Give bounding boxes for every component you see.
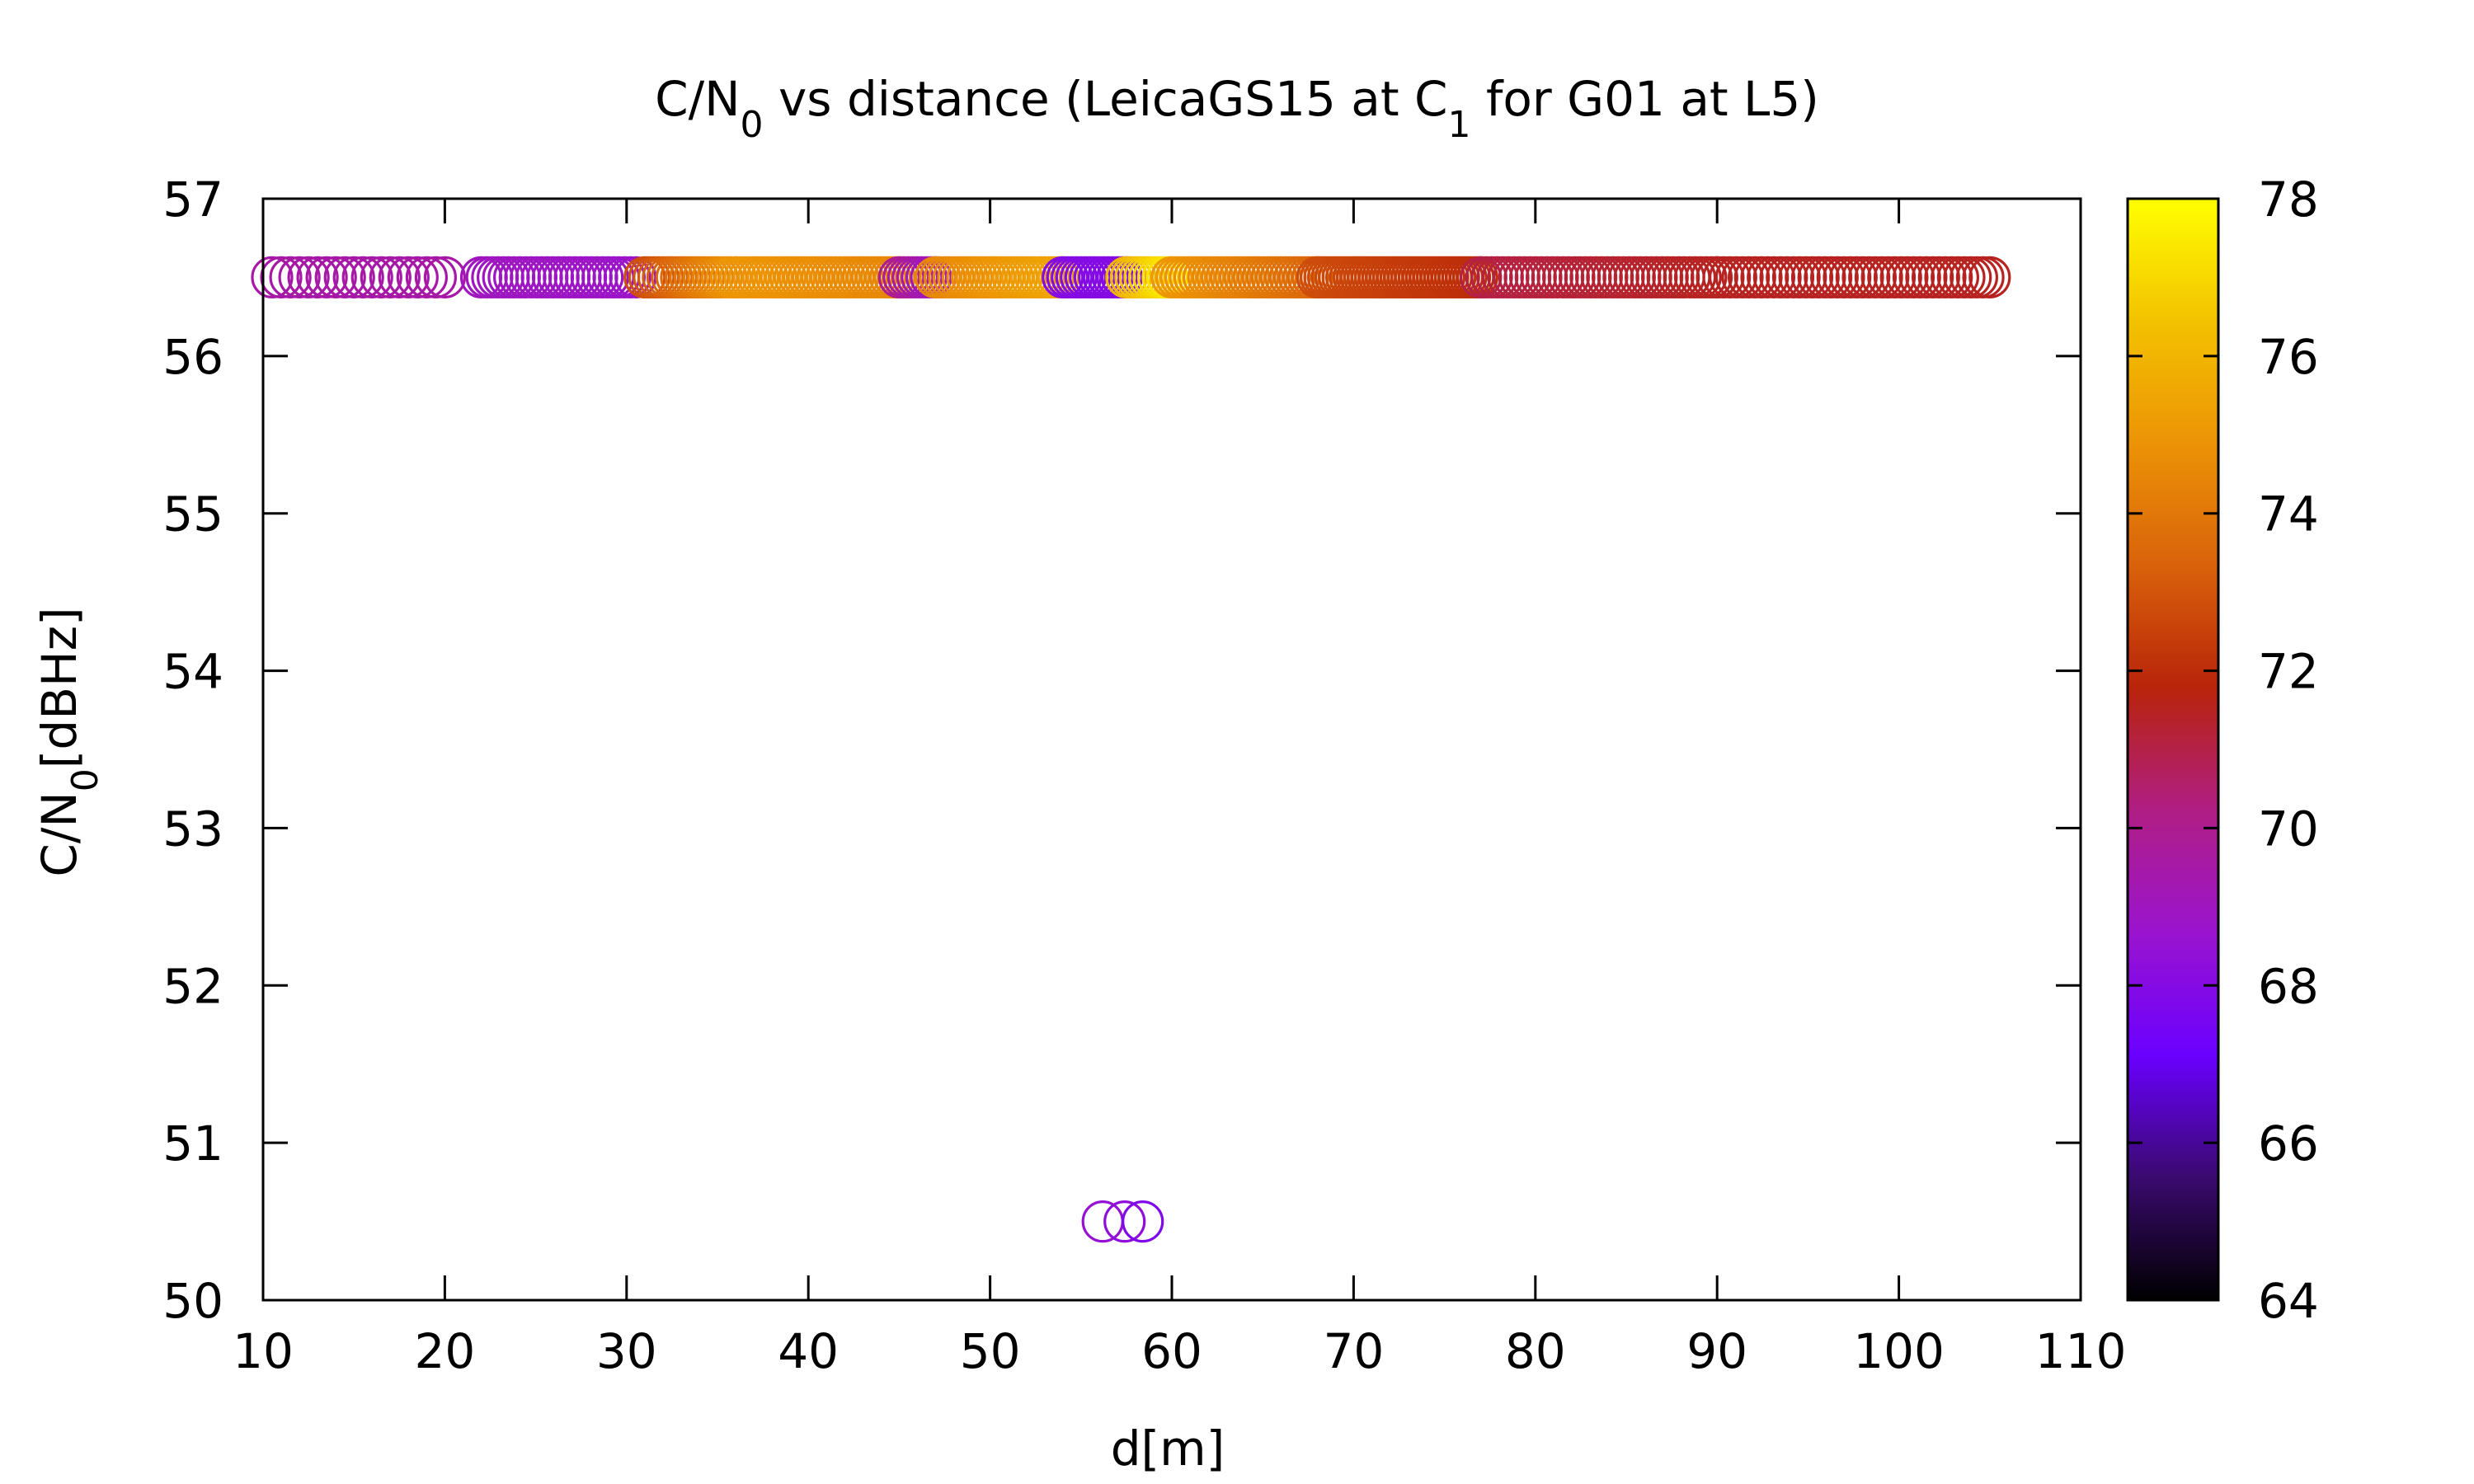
data-point: [396, 256, 439, 298]
x-tick-label: 60: [1141, 1323, 1202, 1379]
plot-frame: [261, 197, 2082, 1302]
data-point: [1968, 256, 2011, 298]
x-tick-label: 110: [2035, 1323, 2127, 1379]
colorbar-tick-label: 78: [2258, 171, 2319, 228]
y-tick-label: 52: [162, 958, 223, 1014]
colorbar-tick-label: 70: [2258, 801, 2319, 857]
y-tick-label: 51: [162, 1115, 223, 1172]
colorbar-tick-label: 68: [2258, 958, 2319, 1014]
data-point: [305, 256, 348, 298]
x-tick-label: 10: [233, 1323, 294, 1379]
y-tick-label: 54: [162, 644, 223, 700]
x-tick-label: 40: [778, 1323, 839, 1379]
x-tick-label: 50: [960, 1323, 1021, 1379]
data-point: [1122, 1200, 1164, 1243]
chart-title: C/N0 vs distance (LeicaGS15 at C1 for G0…: [655, 71, 1819, 146]
data-point: [378, 256, 421, 298]
x-tick-label: 90: [1686, 1323, 1747, 1379]
data-point: [387, 256, 430, 298]
y-tick-label: 53: [162, 801, 223, 857]
colorbar-tick-label: 74: [2258, 486, 2319, 542]
y-axis-label: C/N0[dBHz]: [31, 607, 106, 876]
y-tick-label: 55: [162, 486, 223, 542]
data-point: [251, 256, 294, 298]
title-subscript: 1: [1448, 104, 1471, 146]
colorbar-gradient: [2126, 197, 2220, 1302]
data-point: [323, 256, 366, 298]
y-tick-label: 50: [162, 1273, 223, 1329]
data-point: [405, 256, 449, 298]
x-tick-label: 80: [1505, 1323, 1566, 1379]
colorbar-tick-label: 64: [2258, 1273, 2319, 1329]
data-point: [341, 256, 384, 298]
colorbar-tick-label: 66: [2258, 1115, 2319, 1172]
title-subscript: 0: [741, 104, 764, 146]
data-point: [369, 256, 412, 298]
data-markers: [251, 256, 2011, 1243]
data-point: [414, 256, 458, 298]
x-tick-label: 30: [596, 1323, 657, 1379]
data-point: [1103, 1200, 1146, 1243]
data-point: [350, 256, 393, 298]
y-label-subscript: 0: [64, 768, 106, 791]
data-point: [332, 256, 375, 298]
x-tick-label: 100: [1853, 1323, 1945, 1379]
data-point: [260, 256, 303, 298]
x-tick-label: 20: [414, 1323, 475, 1379]
colorbar: 64 66 68 70 72 74 76 78: [2126, 171, 2319, 1329]
data-point: [360, 256, 402, 298]
data-point: [296, 256, 339, 298]
data-point: [614, 256, 657, 298]
colorbar-tick-label: 76: [2258, 329, 2319, 385]
x-axis-label: d[m]: [1111, 1421, 1225, 1477]
data-point: [314, 256, 357, 298]
data-point: [287, 256, 330, 298]
plot-axes: 10 20 30 40 50 60 70 80 90 100 110 50 51 52 53 54 55 56 57: [162, 171, 2126, 1379]
data-point: [278, 256, 321, 298]
data-point: [1081, 1200, 1124, 1243]
colorbar-tick-label: 72: [2258, 644, 2319, 700]
y-tick-label: 56: [162, 329, 223, 385]
y-tick-label: 57: [162, 171, 223, 228]
x-tick-label: 70: [1323, 1323, 1384, 1379]
data-point: [423, 256, 467, 298]
data-point: [269, 256, 312, 298]
